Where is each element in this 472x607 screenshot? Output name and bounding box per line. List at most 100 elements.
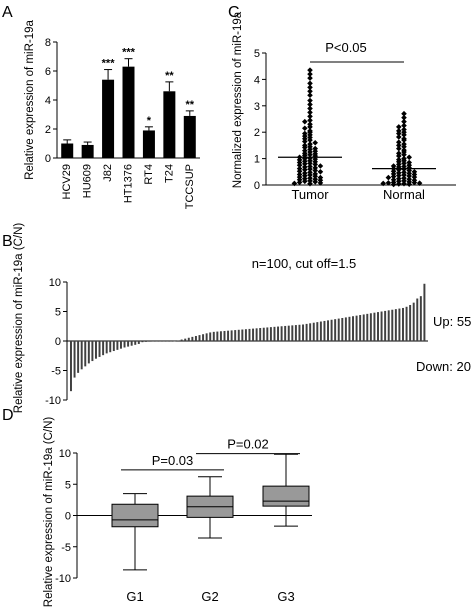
chart-c-point xyxy=(307,84,313,91)
chart-c-point xyxy=(396,181,402,187)
chart-c-point xyxy=(312,161,318,168)
chart-b-bar xyxy=(144,341,147,342)
chart-b-bar xyxy=(348,316,351,341)
chart-b-bar xyxy=(166,341,169,342)
chart-c-point xyxy=(411,174,418,180)
chart-b-up-label: Up: 55 xyxy=(433,314,471,329)
chart-b-bar xyxy=(244,329,247,341)
chart-b-bar xyxy=(284,325,287,341)
chart-b-bar xyxy=(316,322,319,341)
chart-c-point xyxy=(416,180,423,186)
chart-b-bar xyxy=(169,341,172,342)
chart-b-bar xyxy=(280,326,283,341)
chart-c-point xyxy=(307,137,313,143)
chart-b-bar xyxy=(212,331,215,341)
chart-b-bar xyxy=(319,321,322,341)
chart-a-y-tick-label: 8 xyxy=(45,37,51,49)
chart-b-bar xyxy=(84,341,87,367)
chart-c-y-tick-label: 5 xyxy=(254,48,260,60)
chart-b-bar xyxy=(269,327,272,341)
chart-b-bar xyxy=(252,328,255,341)
chart-b-bar xyxy=(141,341,144,343)
chart-b-bar xyxy=(70,341,72,392)
chart-a-significance: ** xyxy=(165,70,174,82)
chart-b-bar xyxy=(137,341,140,344)
chart-b-bar xyxy=(330,319,333,341)
chart-b-y-tick-label: -5 xyxy=(51,366,61,378)
chart-b-bar xyxy=(119,341,122,349)
chart-b-bar xyxy=(80,341,83,370)
chart-c-point xyxy=(317,180,324,186)
chart-c-point xyxy=(380,180,386,187)
chart-c-point xyxy=(302,125,308,132)
chart-c-point xyxy=(396,142,402,149)
chart-c-point xyxy=(307,113,313,120)
chart-b-bar xyxy=(116,341,119,350)
chart-b-bar xyxy=(73,341,76,378)
chart-c-point xyxy=(401,160,407,167)
chart-a-bar xyxy=(122,66,135,158)
chart-b-bar xyxy=(380,311,383,341)
chart-a-significance: *** xyxy=(102,58,116,70)
chart-b-bar xyxy=(162,341,165,342)
chart-b-bar xyxy=(148,341,151,342)
chart-b-bar xyxy=(298,324,301,341)
chart-c-point xyxy=(406,181,412,188)
chart-a-bar xyxy=(102,79,115,158)
chart-a: Relative expression of miR-19a 0 2 4 6 8 HCV… xyxy=(24,20,200,209)
chart-b-bar xyxy=(423,283,426,341)
chart-c-point xyxy=(396,134,402,140)
chart-b-bar xyxy=(248,328,251,341)
chart-b-bar xyxy=(173,340,176,342)
chart-b-bar xyxy=(366,313,369,341)
chart-c-point xyxy=(307,180,313,187)
chart-a-marks: HCV29 HU609 *** J82 *** HT1376 * RT4 ** T24 ** TCCS… xyxy=(61,47,196,209)
chart-b-bar xyxy=(287,325,290,341)
chart-b-down-label: Down: 20 xyxy=(416,359,471,374)
chart-b-bar xyxy=(419,296,422,341)
chart-b-bar xyxy=(194,335,197,341)
chart-c-point xyxy=(307,166,313,172)
chart-d-axes: -10 -5 0 5 10 xyxy=(55,448,312,585)
chart-b-bar xyxy=(344,317,347,341)
chart-b-bar xyxy=(355,315,358,341)
chart-b-bar xyxy=(102,341,105,356)
chart-a-x-tick-label: HT1376 xyxy=(123,164,135,203)
chart-a-x-tick-label: RT4 xyxy=(143,164,155,185)
chart-b-bar xyxy=(205,333,208,341)
chart-c-point xyxy=(385,180,392,186)
chart-b-bar xyxy=(202,334,205,341)
chart-b-bar xyxy=(294,325,297,341)
chart-b-bar xyxy=(152,341,155,342)
chart-c-point xyxy=(302,144,308,151)
chart-d-comparison-label: P=0.03 xyxy=(152,453,194,468)
chart-b-ylabel: Relative expression of miR-19a (C/N) xyxy=(13,223,25,414)
chart-c-y-tick-label: 0 xyxy=(254,180,260,192)
chart-b-bar xyxy=(87,341,90,364)
chart-d-marks: G1 G2 G3 P=0.03 P=0.02 xyxy=(111,437,310,604)
chart-a-bar xyxy=(183,115,196,158)
panel-label-a: A xyxy=(2,4,13,21)
chart-b-bar xyxy=(209,332,212,341)
chart-c-y-tick-label: 4 xyxy=(254,74,260,86)
chart-a-x-tick-label: T24 xyxy=(163,164,175,183)
chart-c-point xyxy=(317,169,324,175)
chart-d-x-tick-label: G2 xyxy=(201,589,218,604)
chart-b-bar xyxy=(94,341,97,359)
chart-b-bar xyxy=(184,338,187,341)
chart-b-bar xyxy=(305,323,308,341)
chart-b-bar xyxy=(409,305,412,341)
chart-b-bar xyxy=(373,312,376,341)
chart-b-bar xyxy=(277,326,280,341)
chart-c-point xyxy=(307,92,313,99)
chart-c-point xyxy=(307,117,313,124)
chart-b-bar xyxy=(191,336,194,341)
chart-c-point xyxy=(396,153,402,159)
chart-c-point xyxy=(307,177,313,184)
chart-c-x-tick-label: Tumor xyxy=(291,187,329,202)
chart-b-bar xyxy=(198,335,201,341)
chart-c-point xyxy=(307,75,313,81)
chart-c-point xyxy=(401,137,407,143)
chart-c-point xyxy=(396,145,402,152)
chart-c-point xyxy=(307,151,313,158)
